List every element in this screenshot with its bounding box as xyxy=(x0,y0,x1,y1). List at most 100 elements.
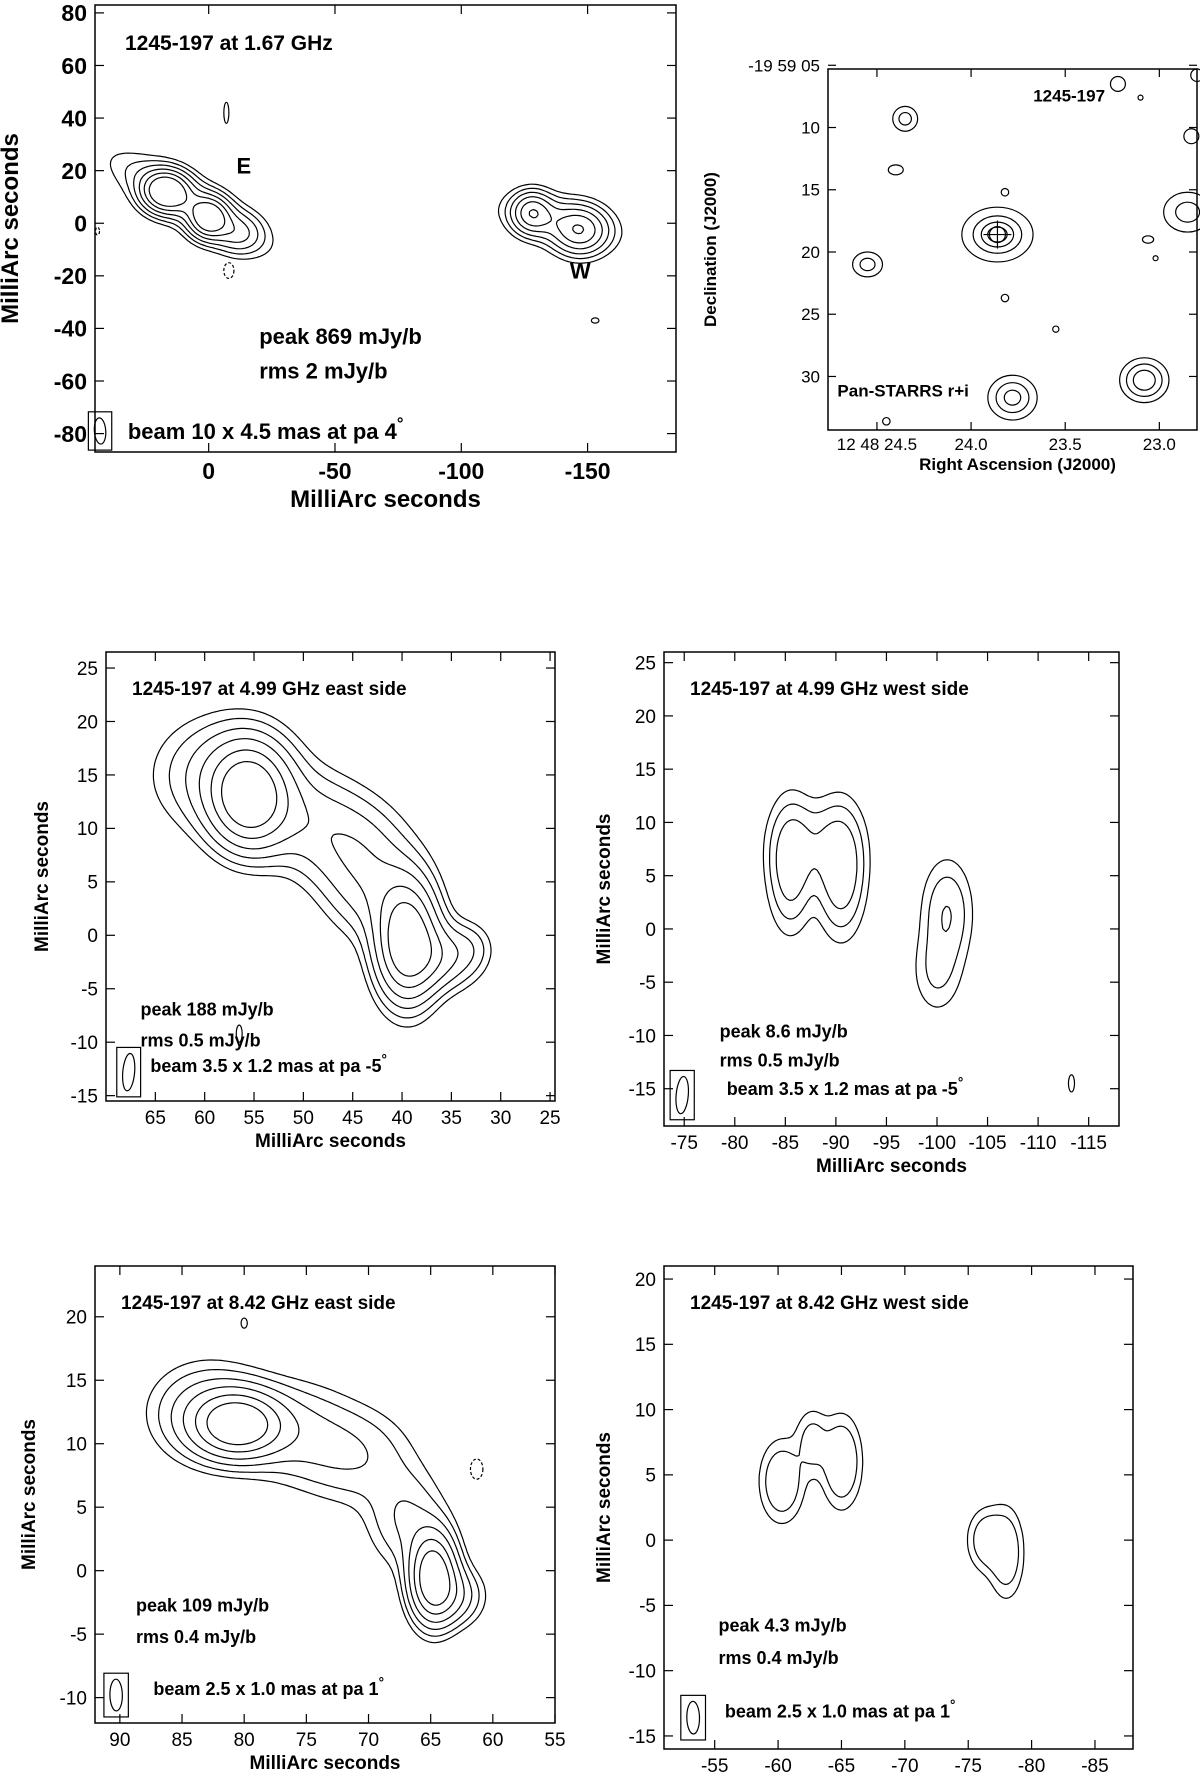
chart-title: 1245-197 at 4.99 GHz east side xyxy=(132,679,407,700)
chart-title: 1245-197 at 1.67 GHz xyxy=(125,32,333,55)
y-tick-label: -10 xyxy=(71,1033,98,1054)
y-tick-label: 15 xyxy=(801,181,820,200)
x-tick-label: 35 xyxy=(441,1108,462,1129)
beam-label: beam 3.5 x 1.2 mas at pa -5° xyxy=(727,1075,964,1099)
beam-ellipse xyxy=(121,1052,136,1092)
y-tick-label: -80 xyxy=(54,421,87,447)
y-tick-label: 5 xyxy=(76,1498,87,1519)
contour-level-2 xyxy=(158,1369,480,1637)
optical-source-contour xyxy=(1109,75,1126,93)
flux-label: rms 0.5 mJy/b xyxy=(141,1030,261,1050)
contour-level-5 xyxy=(210,749,443,989)
optical-source-contour xyxy=(1132,369,1156,391)
x-tick-label: -85 xyxy=(1081,1756,1108,1777)
optical-source-contour xyxy=(1000,187,1010,197)
x-axis-label: MilliArc seconds xyxy=(816,1156,967,1177)
optical-source-contour xyxy=(1141,235,1155,244)
contour-level-2 xyxy=(769,803,965,989)
x-tick-label: 0 xyxy=(202,458,215,484)
flux-label: rms 0.4 mJy/b xyxy=(136,1627,256,1647)
x-tick-label: -115 xyxy=(1070,1133,1107,1154)
x-tick-label: 40 xyxy=(391,1108,412,1129)
x-tick-label: -75 xyxy=(670,1133,697,1154)
y-tick-label: 0 xyxy=(76,1562,87,1583)
y-tick-label: 15 xyxy=(66,1371,87,1392)
optical-source-contour xyxy=(1137,94,1144,101)
beam-marker xyxy=(87,411,113,451)
contour-blob xyxy=(1067,1074,1076,1093)
contour-level-2 xyxy=(168,717,485,1019)
x-tick-label: 30 xyxy=(490,1108,511,1129)
optical-source-contour xyxy=(1003,389,1022,406)
chart-title: 1245-197 at 8.42 GHz east side xyxy=(121,1293,396,1314)
flux-label: peak 109 mJy/b xyxy=(136,1595,269,1615)
x-tick-label: 75 xyxy=(296,1730,317,1751)
y-tick-label: 20 xyxy=(635,1270,656,1291)
beam-ellipse xyxy=(93,417,107,445)
chart-title: 1245-197 at 8.42 GHz west side xyxy=(690,1293,969,1314)
x-tick-label: -150 xyxy=(565,458,611,484)
plot-frame xyxy=(827,68,1198,431)
chart-title: 1245-197 xyxy=(1033,86,1105,105)
contour-level-1 xyxy=(762,789,974,1008)
beam-box xyxy=(680,1694,707,1741)
flux-label: rms 2 mJy/b xyxy=(259,358,387,383)
y-axis-label: MilliArc seconds xyxy=(0,133,24,324)
contour-level-6 xyxy=(148,176,585,235)
x-axis-label: MilliArc seconds xyxy=(250,1753,401,1774)
optical-source-contour xyxy=(987,374,1038,421)
contour-blob xyxy=(469,1458,484,1480)
optical-source-contour xyxy=(1000,293,1010,303)
contour-level-4 xyxy=(182,1386,465,1623)
x-tick-label: 23.0 xyxy=(1143,435,1176,454)
contour-level-3 xyxy=(170,1378,473,1630)
y-tick-label: 25 xyxy=(801,305,820,324)
y-axis-label: MilliArc seconds xyxy=(594,1432,615,1583)
beam-marker xyxy=(680,1694,707,1741)
beam-label: beam 2.5 x 1.0 mas at pa 1° xyxy=(153,1675,384,1699)
y-tick-label: 25 xyxy=(77,659,98,680)
contour-blob xyxy=(223,262,235,280)
y-tick-label: 5 xyxy=(87,873,98,894)
contour-group xyxy=(145,1317,487,1644)
component-label: W xyxy=(570,258,591,283)
x-tick-label: -95 xyxy=(873,1133,900,1154)
y-tick-label: 15 xyxy=(635,760,656,781)
y-tick-label: 15 xyxy=(635,1335,656,1356)
plot-frame xyxy=(663,651,1120,1127)
contour-level-4 xyxy=(138,168,603,250)
beam-box xyxy=(103,1672,129,1718)
contour-group xyxy=(758,1410,1025,1599)
beam-ellipse xyxy=(675,1075,690,1115)
y-tick-label: 0 xyxy=(74,211,87,237)
contour-level-5 xyxy=(194,1394,458,1615)
plot-frame xyxy=(105,651,556,1102)
x-tick-label: 60 xyxy=(194,1108,215,1129)
beam-box xyxy=(669,1069,695,1121)
contour-level-1 xyxy=(758,1410,1025,1599)
contour-level-1 xyxy=(145,1359,487,1644)
beam-label: beam 2.5 x 1.0 mas at pa 1° xyxy=(725,1698,956,1722)
optical-source-contour xyxy=(972,215,1023,254)
y-tick-label: 0 xyxy=(87,926,98,947)
y-tick-label: 10 xyxy=(801,119,820,138)
x-tick-label: -105 xyxy=(969,1133,1007,1154)
flux-label: peak 188 mJy/b xyxy=(141,999,274,1019)
y-tick-label: 20 xyxy=(77,712,98,733)
y-tick-label: 20 xyxy=(801,243,820,262)
x-tick-label: 85 xyxy=(171,1730,192,1751)
optical-source-contour xyxy=(898,111,913,126)
beam-label: beam 3.5 x 1.2 mas at pa -5° xyxy=(150,1052,387,1076)
x-axis-label: Right Ascension (J2000) xyxy=(919,455,1116,474)
contour-group xyxy=(152,708,492,1043)
component-label: E xyxy=(236,153,251,178)
contour-level-6 xyxy=(206,1402,451,1606)
plot-frame xyxy=(94,4,677,453)
flux-label: peak 4.3 mJy/b xyxy=(719,1616,847,1636)
y-axis-label: MilliArc seconds xyxy=(32,801,53,952)
y-tick-label: -19 59 05 xyxy=(748,56,820,75)
contour-blob xyxy=(235,1024,243,1043)
optical-source-contour xyxy=(859,257,876,272)
x-tick-label: -100 xyxy=(438,458,484,484)
